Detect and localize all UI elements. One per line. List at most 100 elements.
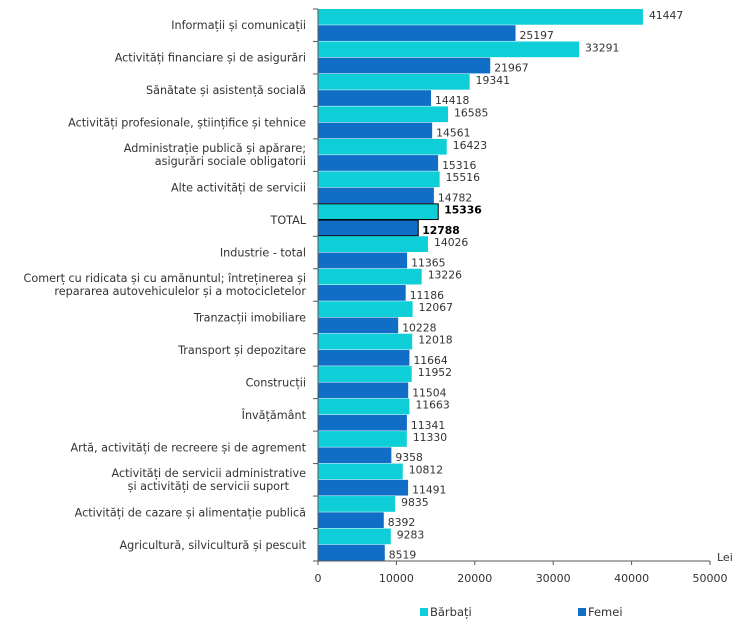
value-label-barbati-arta-activitati-de-recreere-si-de-agrement: 11330 — [413, 431, 447, 444]
value-label-femei-industrie-total: 11365 — [411, 256, 445, 269]
x-tick-label-20000: 20000 — [457, 572, 492, 585]
category-label-activitati-financiare-si-de-asigurari: Activități financiare și de asigurări — [115, 52, 306, 65]
value-label-barbati-comert-cu-ridicata-si-cu-amanuntul-intretinerea-si-repararea-autovehiculelor-si-a-motocicletelor: 13226 — [428, 269, 462, 282]
category-label-line: Informații și comunicații — [171, 19, 306, 32]
category-label-constructii: Construcții — [246, 376, 306, 389]
category-label-industrie-total: Industrie - total — [220, 247, 306, 260]
bar-femei-informatii-si-comunicatii — [318, 25, 516, 41]
category-label-line: Activități profesionale, științifice și … — [68, 117, 306, 130]
value-label-femei-total: 12788 — [422, 224, 460, 237]
value-label-barbati-sanatate-si-asistenta-sociala: 19341 — [476, 74, 510, 87]
category-label-comert-cu-ridicata-si-cu-amanuntul-intretinerea-si-repararea-autovehiculelor-si-a-motocicletelor: Comerț cu ridicata și cu amănuntul; într… — [24, 272, 307, 298]
bar-femei-administratie-publica-si-aparare-asigurari-sociale-obligatorii — [318, 155, 439, 171]
value-label-femei-transport-si-depozitare: 11664 — [413, 354, 447, 367]
category-labels-layer: Informații și comunicații Activități fina… — [24, 19, 307, 552]
category-label-activitati-de-cazare-si-alimentatie-publica: Activități de cazare și alimentație publ… — [75, 506, 306, 519]
bars-layer — [317, 9, 643, 561]
value-label-barbati-activitati-de-servicii-administrative-si-activitati-de-servicii-suport: 10812 — [409, 463, 443, 476]
category-label-line: Activități de cazare și alimentație publ… — [75, 506, 306, 519]
category-label-line: Administrație publică și apărare; — [124, 142, 306, 155]
category-label-line: Construcții — [246, 376, 306, 389]
legend-label-femei: Femei — [588, 605, 623, 619]
bar-femei-tranzactii-imobiliare — [318, 317, 399, 334]
value-label-femei-informatii-si-comunicatii: 25197 — [520, 29, 554, 42]
bar-barbati-agricultura-silvicultura-si-pescuit — [318, 528, 391, 545]
y-axis-ticks — [313, 8, 318, 562]
value-label-barbati-activitati-financiare-si-de-asigurari: 33291 — [585, 41, 619, 54]
bar-femei-agricultura-silvicultura-si-pescuit — [318, 544, 385, 561]
bar-barbati-activitati-de-cazare-si-alimentatie-publica — [318, 496, 396, 512]
legend-item-barbati[interactable]: Bărbați — [420, 605, 472, 619]
legend-swatch-femei — [578, 608, 586, 616]
category-label-sanatate-si-asistenta-sociala: Sănătate și asistență socială — [146, 84, 306, 97]
value-label-femei-comert-cu-ridicata-si-cu-amanuntul-intretinerea-si-repararea-autovehiculelor-si-a-motocicletelor: 11186 — [410, 289, 444, 302]
bar-femei-total — [317, 219, 419, 237]
x-tick-label-10000: 10000 — [379, 572, 414, 585]
value-label-barbati-tranzactii-imobiliare: 12067 — [419, 301, 453, 314]
bar-barbati-transport-si-depozitare — [318, 333, 413, 350]
category-label-tranzactii-imobiliare: Tranzacții imobiliare — [193, 311, 306, 324]
value-label-femei-alte-activitati-de-servicii: 14782 — [438, 191, 472, 204]
value-label-femei-constructii: 11504 — [412, 386, 446, 399]
bar-femei-constructii — [318, 382, 409, 399]
value-label-barbati-activitati-profesionale-stiintifice-si-tehnice: 16585 — [454, 106, 488, 119]
value-label-barbati-invatamant: 11663 — [415, 399, 449, 412]
x-tick-label-50000: 50000 — [693, 572, 728, 585]
legend-swatch-barbati — [420, 608, 428, 616]
value-label-femei-administratie-publica-si-aparare-asigurari-sociale-obligatorii: 15316 — [442, 159, 476, 172]
x-axis-title: Lei — [717, 551, 733, 564]
value-label-femei-arta-activitati-de-recreere-si-de-agrement: 9358 — [395, 451, 423, 464]
value-label-femei-agricultura-silvicultura-si-pescuit: 8519 — [389, 549, 417, 562]
category-label-line: Industrie - total — [220, 247, 306, 260]
bar-femei-alte-activitati-de-servicii — [318, 187, 434, 204]
bar-femei-comert-cu-ridicata-si-cu-amanuntul-intretinerea-si-repararea-autovehiculelor-si-a-motocicletelor — [318, 285, 406, 301]
category-label-line: repararea autovehiculelor și a motocicle… — [54, 285, 306, 298]
bar-barbati-comert-cu-ridicata-si-cu-amanuntul-intretinerea-si-repararea-autovehiculelor-si-a-motocicletelor — [318, 268, 422, 285]
bar-femei-invatamant — [318, 414, 407, 431]
bar-femei-activitati-financiare-si-de-asigurari — [318, 57, 491, 74]
category-label-line: Activități financiare și de asigurări — [115, 52, 306, 65]
value-label-barbati-constructii: 11952 — [418, 366, 452, 379]
bar-femei-activitati-de-servicii-administrative-si-activitati-de-servicii-suport — [318, 479, 409, 496]
category-label-line: Tranzacții imobiliare — [193, 311, 306, 324]
category-label-line: Învățământ — [241, 409, 307, 422]
bar-barbati-administratie-publica-si-aparare-asigurari-sociale-obligatorii — [318, 138, 447, 155]
value-label-barbati-activitati-de-cazare-si-alimentatie-publica: 9835 — [401, 496, 428, 509]
value-label-barbati-total: 15336 — [444, 204, 482, 217]
category-label-informatii-si-comunicatii: Informații și comunicații — [171, 19, 306, 32]
bar-barbati-industrie-total — [318, 236, 428, 253]
category-label-line: Sănătate și asistență socială — [146, 84, 306, 97]
bar-barbati-arta-activitati-de-recreere-si-de-agrement — [318, 431, 407, 447]
value-label-femei-activitati-financiare-si-de-asigurari: 21967 — [494, 62, 528, 75]
legend: Bărbați Femei — [420, 605, 623, 619]
category-label-arta-activitati-de-recreere-si-de-agrement: Artă, activități de recreere și de agrem… — [71, 441, 307, 454]
value-label-femei-activitati-profesionale-stiintifice-si-tehnice: 14561 — [436, 127, 470, 140]
value-label-femei-invatamant: 11341 — [411, 419, 445, 432]
category-label-alte-activitati-de-servicii: Alte activități de servicii — [171, 182, 306, 195]
legend-item-femei[interactable]: Femei — [578, 605, 623, 619]
category-label-line: asigurări sociale obligatorii — [155, 155, 306, 168]
x-tick-label-30000: 30000 — [536, 572, 571, 585]
axes-layer: 0 10000 20000 30000 40000 50000 Lei — [313, 8, 733, 585]
bar-barbati-constructii — [318, 366, 412, 382]
category-label-invatamant: Învățământ — [241, 409, 307, 422]
bar-femei-industrie-total — [318, 252, 408, 269]
bar-barbati-tranzactii-imobiliare — [318, 301, 413, 317]
bar-barbati-alte-activitati-de-servicii — [318, 171, 440, 188]
value-label-femei-sanatate-si-asistenta-sociala: 14418 — [435, 94, 469, 107]
value-label-barbati-transport-si-depozitare: 12018 — [418, 334, 452, 347]
value-label-barbati-administratie-publica-si-aparare-asigurari-sociale-obligatorii: 16423 — [453, 139, 487, 152]
category-label-activitati-profesionale-stiintifice-si-tehnice: Activități profesionale, științifice și … — [68, 117, 306, 130]
bar-barbati-total — [317, 203, 439, 221]
value-label-femei-activitati-de-servicii-administrative-si-activitati-de-servicii-suport: 11491 — [412, 484, 446, 497]
x-tick-label-0: 0 — [315, 572, 322, 585]
value-label-barbati-informatii-si-comunicatii: 41447 — [649, 9, 683, 22]
category-label-line: TOTAL — [270, 214, 307, 227]
bar-femei-activitati-profesionale-stiintifice-si-tehnice — [318, 122, 433, 139]
bar-femei-sanatate-si-asistenta-sociala — [318, 90, 432, 106]
category-label-line: Comerț cu ridicata și cu amănuntul; într… — [24, 272, 306, 285]
bar-barbati-activitati-de-servicii-administrative-si-activitati-de-servicii-suport — [318, 463, 403, 480]
category-label-line: Transport și depozitare — [177, 344, 306, 357]
